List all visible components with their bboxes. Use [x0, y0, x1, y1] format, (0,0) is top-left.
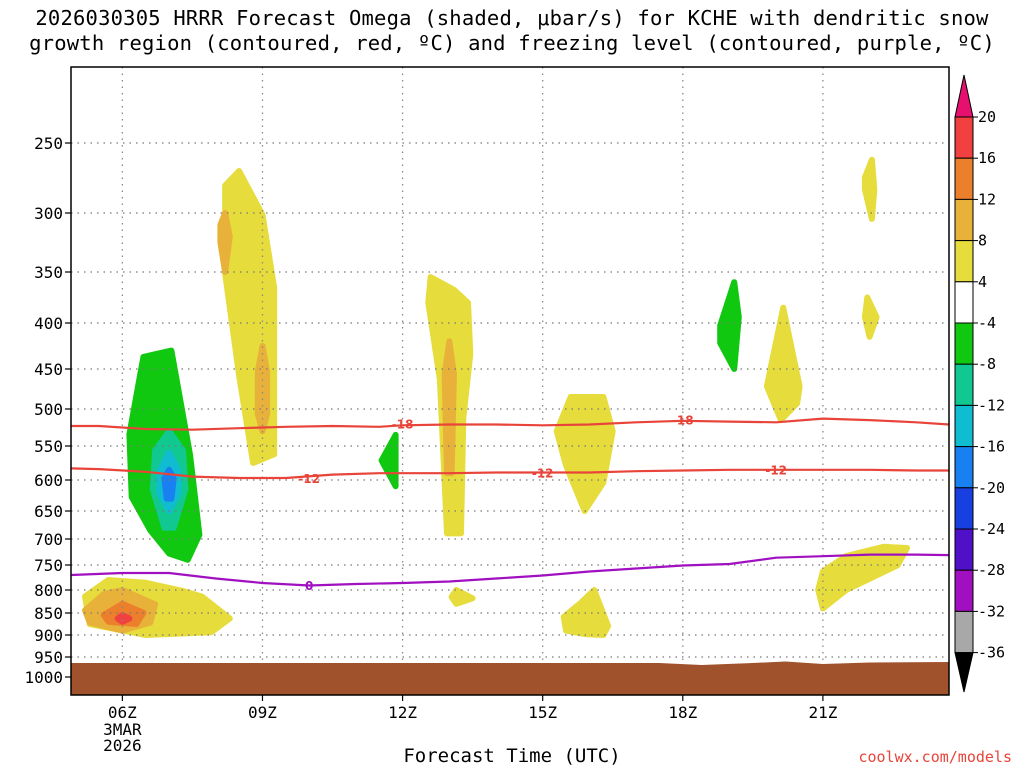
- omega-region-downward: [861, 294, 880, 340]
- colorbar-cell: [954, 446, 974, 489]
- colorbar-tick-label: 4: [978, 273, 987, 291]
- colorbar: 20 16 12 8 4 -4 -8 -12 -16 -20 -24 -28 -32 -36: [954, 74, 1005, 693]
- colorbar-tick-label: -12: [978, 396, 1005, 414]
- contour-label: -12: [298, 472, 320, 486]
- y-tick-label: 650: [34, 502, 63, 521]
- contour-label: 0: [305, 579, 313, 593]
- plot-frame: [70, 66, 950, 696]
- omega-region-downward: [553, 394, 616, 514]
- contour-line: [71, 467, 949, 480]
- colorbar-cell: [954, 281, 974, 324]
- colorbar-cell: [954, 610, 974, 654]
- contour-label: -18: [672, 414, 694, 428]
- colorbar-cell: [954, 198, 974, 242]
- colorbar-cell: [954, 157, 974, 200]
- x-tick-label: 15Z: [528, 703, 557, 722]
- y-tick-label: 900: [34, 626, 63, 645]
- colorbar-cell: [954, 652, 974, 693]
- omega-region-downward: [114, 612, 133, 625]
- omega-region-downward: [217, 210, 233, 275]
- colorbar-tick-label: -36: [978, 644, 1005, 662]
- omega-region-upward: [161, 466, 177, 502]
- omega-region-downward: [861, 156, 878, 222]
- colorbar-tick-label: 8: [978, 232, 987, 250]
- terrain-layer: [71, 661, 949, 695]
- chart-title-line-1: 2026030305 HRRR Forecast Omega (shaded, …: [35, 6, 989, 30]
- contour-label: -12: [532, 467, 554, 481]
- contour-label: -18: [392, 417, 414, 431]
- y-tick-label: 250: [34, 134, 63, 153]
- contour-layer: -18 -18 -12 -12 -12 0: [71, 414, 949, 593]
- x-tick-label: 06Z: [108, 703, 137, 722]
- contour-line: [71, 553, 949, 587]
- y-tick-label: 850: [34, 604, 63, 623]
- colorbar-tick-label: 20: [978, 108, 996, 126]
- gridlines: [71, 67, 949, 695]
- omega-region-upward: [378, 431, 399, 490]
- colorbar-tick-label: 12: [978, 190, 996, 208]
- x-tick-label: 09Z: [248, 703, 277, 722]
- y-tick-label: 600: [34, 471, 63, 490]
- x-tick-date-label: 2026: [103, 736, 142, 755]
- colorbar-cell: [954, 487, 974, 530]
- x-axis-title: Forecast Time (UTC): [403, 745, 621, 767]
- omega-region-downward: [448, 587, 476, 607]
- y-tick-label: 450: [34, 360, 63, 379]
- omega-region-downward: [254, 343, 271, 435]
- y-tick-label: 350: [34, 263, 63, 282]
- credit-link[interactable]: coolwx.com/models: [858, 748, 1012, 766]
- y-tick-label: 300: [34, 204, 63, 223]
- colorbar-cell: [954, 404, 974, 448]
- colorbar-cell: [954, 569, 974, 612]
- y-tick-label: 800: [34, 581, 63, 600]
- colorbar-tick-label: -8: [978, 355, 996, 373]
- colorbar-tick-label: -4: [978, 314, 996, 332]
- omega-region-downward: [441, 338, 457, 477]
- x-tick-label: 12Z: [388, 703, 417, 722]
- chart-title-line-2: growth region (contoured, red, ºC) and f…: [29, 31, 995, 55]
- contour-line: [71, 417, 949, 431]
- colorbar-tick-label: -32: [978, 602, 1005, 620]
- y-tick-label: 400: [34, 314, 63, 333]
- colorbar-cell: [954, 363, 974, 406]
- colorbar-cell: [954, 116, 974, 159]
- y-tick-label: 500: [34, 400, 63, 419]
- colorbar-tick-label: 16: [978, 149, 996, 167]
- colorbar-tick-label: -24: [978, 520, 1005, 538]
- x-tick-date-label: 3MAR: [103, 720, 142, 739]
- colorbar-tick-label: -20: [978, 479, 1005, 497]
- omega-region-downward: [763, 304, 803, 424]
- colorbar-tick-label: -28: [978, 561, 1005, 579]
- y-tick-label: 700: [34, 530, 63, 549]
- colorbar-tick-label: -16: [978, 438, 1005, 456]
- colorbar-cell: [954, 322, 974, 365]
- y-axis: 250 300 350 400 450 500 550 600 650 700 750 800 850 9…: [24, 134, 71, 687]
- y-tick-label: 1000: [24, 668, 63, 687]
- chart-title: 2026030305 HRRR Forecast Omega (shaded, …: [0, 6, 1024, 56]
- omega-shading-layer: [82, 156, 910, 638]
- x-tick-label: 21Z: [808, 703, 837, 722]
- colorbar-cell: [954, 528, 974, 571]
- y-tick-label: 750: [34, 556, 63, 575]
- colorbar-cell: [954, 74, 974, 118]
- y-tick-label: 550: [34, 437, 63, 456]
- colorbar-cell: [954, 240, 974, 283]
- omega-region-upward: [717, 279, 742, 372]
- terrain-fill: [71, 661, 949, 695]
- contour-label: -12: [765, 463, 787, 477]
- y-tick-label: 950: [34, 648, 63, 667]
- x-tick-label: 18Z: [668, 703, 697, 722]
